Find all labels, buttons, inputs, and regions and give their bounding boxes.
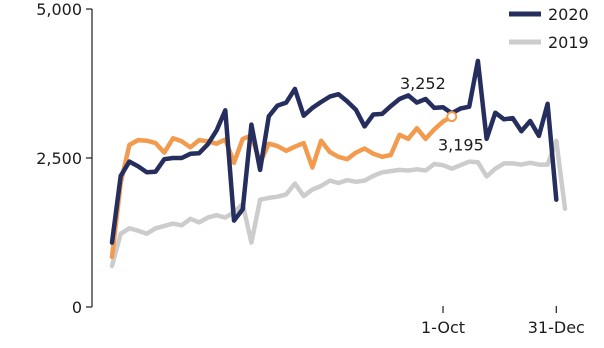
y-tick-label: 5,000 <box>36 0 82 19</box>
data-label: 3,252 <box>400 74 446 93</box>
chart-legend: 2020 2019 <box>509 5 589 52</box>
data-label: 3,195 <box>438 136 484 155</box>
series-line-2019 <box>109 138 568 269</box>
legend-label: 2019 <box>548 33 589 52</box>
x-tick-label: 1-Oct <box>421 318 465 337</box>
annotation-layer: 3,252 3,195 <box>400 74 484 154</box>
y-tick-label: 0 <box>72 298 82 317</box>
legend-label: 2020 <box>548 5 589 24</box>
chart-axes: 0 2,500 5,000 1-Oct 31-Dec <box>36 0 585 337</box>
series-layer <box>109 58 568 269</box>
series-line-2020 <box>109 58 559 245</box>
x-tick-label: 31-Dec <box>528 318 585 337</box>
y-tick-label: 2,500 <box>36 149 82 168</box>
series-line-highlight <box>109 114 455 260</box>
highlight-endpoint-marker <box>446 111 458 123</box>
